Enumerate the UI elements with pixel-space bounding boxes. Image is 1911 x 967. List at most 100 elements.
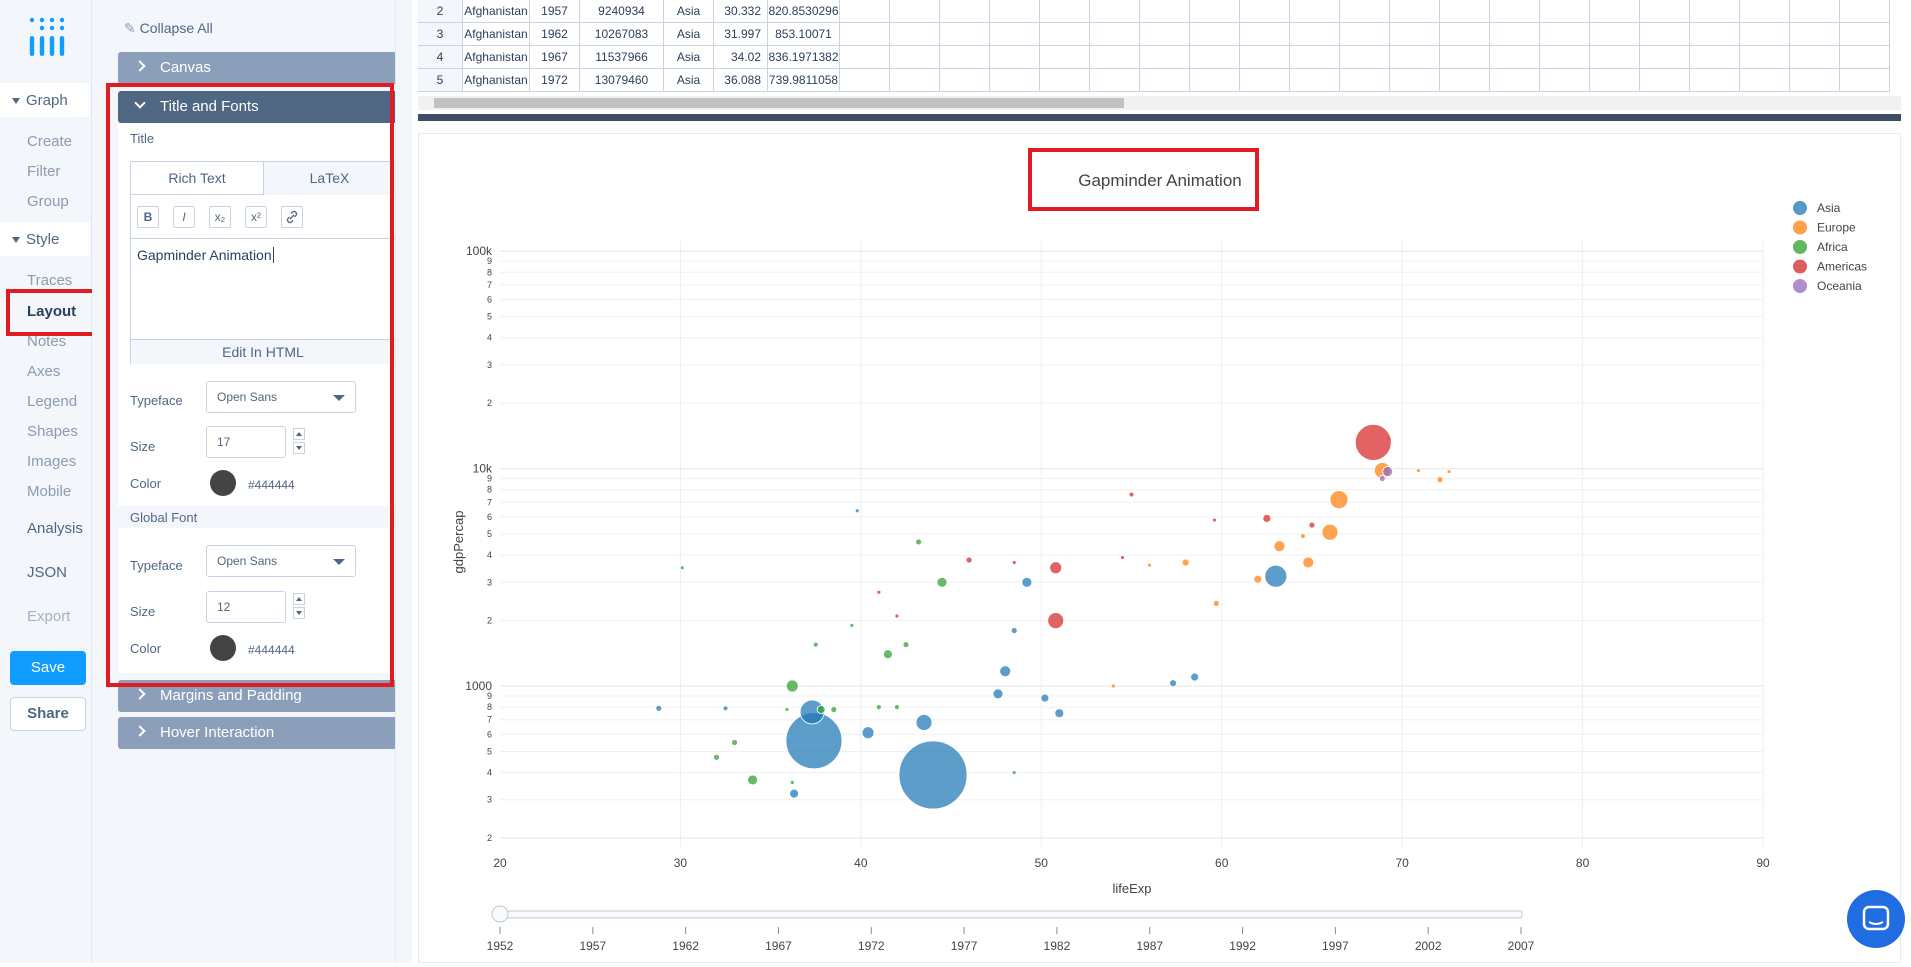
slider-label[interactable]: 2002 — [1415, 939, 1442, 953]
nav-item-filter[interactable]: Filter — [27, 163, 61, 180]
empty-cell[interactable] — [1190, 46, 1240, 69]
empty-cell[interactable] — [1040, 0, 1090, 23]
empty-cell[interactable] — [1790, 46, 1840, 69]
slider-label[interactable]: 1977 — [951, 939, 978, 953]
table-cell[interactable]: 1967 — [530, 46, 580, 69]
table-cell[interactable]: Afghanistan — [463, 46, 530, 69]
nav-group-graph[interactable]: Graph — [0, 83, 90, 117]
scatter-point-africa[interactable] — [789, 780, 795, 785]
empty-cell[interactable] — [1340, 0, 1390, 23]
slider-track-rail[interactable]: 1952 1957 1962 1967 1972 1977 1982 1987 1992 1997… — [487, 905, 1535, 953]
size-decrement-button[interactable] — [293, 442, 305, 454]
title-typeface-dropdown[interactable]: Open Sans — [206, 381, 356, 413]
scatter-point-americas[interactable] — [1262, 514, 1272, 523]
empty-cell[interactable] — [990, 0, 1040, 23]
table-cell[interactable]: 5 — [418, 69, 463, 92]
scatter-point-americas[interactable] — [1212, 517, 1217, 523]
empty-cell[interactable] — [1090, 46, 1140, 69]
slider-label[interactable]: 1997 — [1322, 939, 1349, 953]
empty-cell[interactable] — [890, 0, 940, 23]
slider-label[interactable]: 1987 — [1136, 939, 1163, 953]
table-cell[interactable]: 3 — [418, 23, 463, 46]
legend-item[interactable]: Europe — [1817, 221, 1856, 235]
year-slider[interactable]: 1952 1957 1962 1967 1972 1977 1982 1987 1992 1997… — [487, 905, 1535, 953]
empty-cell[interactable] — [1540, 0, 1590, 23]
empty-cell[interactable] — [1190, 69, 1240, 92]
title-size-input[interactable]: 17 — [206, 426, 286, 458]
scatter-point-americas[interactable] — [876, 589, 882, 595]
global-typeface-dropdown[interactable]: Open Sans — [206, 545, 356, 577]
empty-cell[interactable] — [1340, 46, 1390, 69]
panel-scrollbar[interactable] — [395, 0, 412, 963]
empty-cell[interactable] — [840, 23, 890, 46]
legend-item[interactable]: Americas — [1817, 260, 1867, 274]
nav-item-create[interactable]: Create — [27, 133, 73, 150]
table-cell[interactable]: Afghanistan — [463, 23, 530, 46]
empty-cell[interactable] — [1040, 23, 1090, 46]
hover-section-header[interactable]: Hover Interaction — [118, 717, 402, 749]
table-cell[interactable]: 10267083 — [580, 23, 664, 46]
empty-cell[interactable] — [1440, 69, 1490, 92]
collapse-all-button[interactable]: ✎ Collapse All — [124, 20, 213, 36]
table-cell[interactable]: Asia — [664, 0, 714, 23]
empty-cell[interactable] — [890, 46, 940, 69]
global-color-swatch[interactable] — [210, 635, 236, 661]
scatter-point-americas[interactable] — [894, 613, 900, 619]
slider-label[interactable]: 1967 — [765, 939, 792, 953]
nav-export[interactable]: Export — [27, 608, 71, 625]
slider-label[interactable]: 2007 — [1508, 939, 1535, 953]
scatter-point-europe[interactable] — [1436, 476, 1444, 484]
empty-cell[interactable] — [1490, 23, 1540, 46]
empty-cell[interactable] — [1340, 23, 1390, 46]
scatter-point-africa[interactable] — [849, 623, 855, 628]
empty-cell[interactable] — [1690, 23, 1740, 46]
empty-cell[interactable] — [1390, 0, 1440, 23]
empty-cell[interactable] — [940, 23, 990, 46]
scatter-point-americas[interactable] — [1308, 521, 1316, 529]
empty-cell[interactable] — [840, 46, 890, 69]
scatter-point-asia[interactable] — [722, 705, 729, 712]
empty-cell[interactable] — [1740, 69, 1790, 92]
nav-item-axes[interactable]: Axes — [27, 363, 61, 380]
table-cell[interactable]: 2 — [418, 0, 463, 23]
scatter-point-europe[interactable] — [1273, 540, 1286, 553]
empty-cell[interactable] — [1240, 46, 1290, 69]
title-color-swatch[interactable] — [210, 470, 236, 496]
empty-cell[interactable] — [1340, 69, 1390, 92]
chart-title[interactable]: Gapminder Animation — [1078, 171, 1241, 190]
table-cell[interactable]: 739.9811058 — [768, 69, 840, 92]
scatter-point-europe[interactable] — [1302, 556, 1315, 569]
scatter-point-africa[interactable] — [1011, 770, 1017, 775]
empty-cell[interactable] — [1640, 0, 1690, 23]
empty-cell[interactable] — [1790, 69, 1840, 92]
scatter-point-asia[interactable] — [854, 508, 860, 514]
scatter-point-europe[interactable] — [1321, 523, 1339, 541]
empty-cell[interactable] — [1840, 0, 1890, 23]
tab-latex[interactable]: LaTeX — [263, 162, 395, 195]
scatter-point-africa[interactable] — [812, 641, 819, 648]
scatter-point-africa[interactable] — [731, 739, 738, 746]
table-cell[interactable]: 34.02 — [714, 46, 768, 69]
table-cell[interactable]: Asia — [664, 23, 714, 46]
slider-label[interactable]: 1972 — [858, 939, 885, 953]
legend-marker[interactable] — [1793, 220, 1807, 235]
scatter-point-americas[interactable] — [1011, 560, 1017, 565]
empty-cell[interactable] — [1440, 46, 1490, 69]
table-cell[interactable]: 836.1971382 — [768, 46, 840, 69]
slider-label[interactable]: 1992 — [1229, 939, 1256, 953]
scatter-point-asia[interactable] — [1010, 627, 1018, 634]
empty-cell[interactable] — [1290, 23, 1340, 46]
size-increment-button[interactable] — [293, 428, 305, 440]
scatter-point-americas[interactable] — [1128, 491, 1135, 498]
table-cell[interactable]: 853.10071 — [768, 23, 840, 46]
empty-cell[interactable] — [940, 69, 990, 92]
title-text-input[interactable]: Gapminder Animation — [131, 238, 395, 338]
canvas-section-header[interactable]: Canvas — [118, 52, 402, 84]
empty-cell[interactable] — [1540, 69, 1590, 92]
empty-cell[interactable] — [1090, 69, 1140, 92]
legend-marker[interactable] — [1793, 240, 1807, 254]
empty-cell[interactable] — [1290, 0, 1340, 23]
scatter-point-africa[interactable] — [713, 753, 720, 761]
slider-label[interactable]: 1982 — [1044, 939, 1071, 953]
italic-button[interactable]: I — [173, 206, 195, 228]
